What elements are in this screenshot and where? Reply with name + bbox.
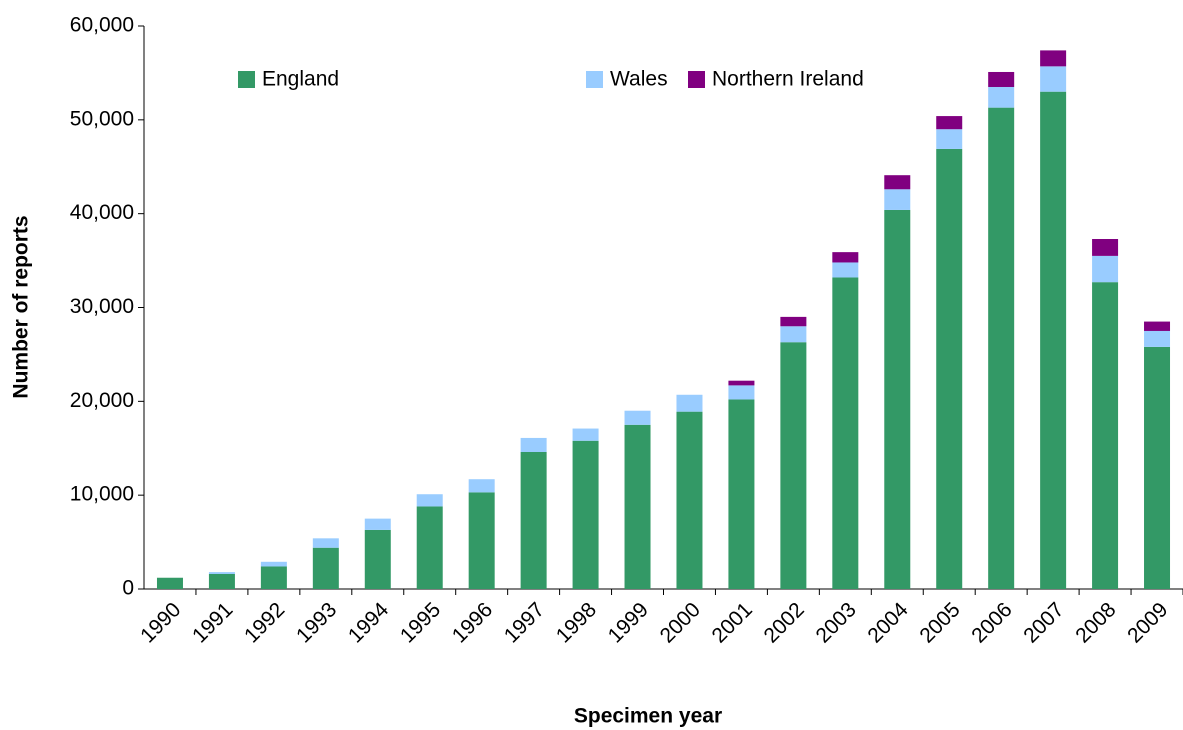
bar-segment bbox=[312, 538, 339, 548]
y-tick-label: 10,000 bbox=[70, 483, 134, 506]
bar-segment bbox=[624, 424, 651, 589]
y-tick-label: 20,000 bbox=[70, 389, 134, 412]
bar-segment bbox=[936, 116, 963, 130]
bar-segment bbox=[312, 547, 339, 589]
x-tick-label: 2006 bbox=[967, 598, 1016, 647]
y-tick-label: 40,000 bbox=[70, 201, 134, 224]
bar-segment bbox=[780, 326, 807, 343]
x-tick-label: 2009 bbox=[1123, 598, 1172, 647]
x-tick-label: 1997 bbox=[500, 598, 549, 647]
y-axis-title: Number of reports bbox=[10, 215, 33, 398]
bar-segment bbox=[624, 410, 651, 425]
bar-segment bbox=[208, 573, 235, 589]
bar-segment bbox=[1040, 50, 1067, 67]
bar-segment bbox=[468, 479, 495, 493]
bar-segment bbox=[676, 411, 703, 589]
bar-segment bbox=[988, 107, 1015, 589]
x-tick-label: 2005 bbox=[915, 598, 964, 647]
x-tick-label: 1991 bbox=[188, 598, 237, 647]
bar-segment bbox=[520, 452, 547, 589]
bar-segment bbox=[884, 175, 911, 190]
bar-segment bbox=[572, 428, 599, 441]
bar-segment bbox=[832, 262, 859, 278]
bar-segment bbox=[780, 342, 807, 589]
x-tick-label: 1990 bbox=[136, 598, 185, 647]
x-axis-title: Specimen year bbox=[574, 705, 722, 728]
bar-segment bbox=[1092, 282, 1119, 589]
bar-segment bbox=[1040, 66, 1067, 92]
bar-segment bbox=[728, 380, 755, 386]
y-tick-label: 60,000 bbox=[70, 14, 134, 37]
bar-segment bbox=[208, 572, 235, 574]
bar-segment bbox=[1040, 91, 1067, 589]
bar-segment bbox=[1144, 346, 1171, 589]
bar-segment bbox=[364, 518, 391, 530]
y-tick-label: 0 bbox=[122, 577, 134, 600]
x-tick-label: 1998 bbox=[552, 598, 601, 647]
x-tick-label: 1999 bbox=[604, 598, 653, 647]
bar-segment bbox=[728, 385, 755, 400]
bar-segment bbox=[468, 492, 495, 589]
bar-segment bbox=[572, 440, 599, 589]
x-tick-label: 1992 bbox=[240, 598, 289, 647]
x-tick-label: 2004 bbox=[863, 598, 913, 648]
x-tick-label: 1995 bbox=[396, 598, 445, 647]
bar-segment bbox=[936, 148, 963, 589]
x-tick-label: 2002 bbox=[760, 598, 809, 647]
bar-segment bbox=[676, 394, 703, 412]
bar-segment bbox=[832, 252, 859, 263]
bar-segment bbox=[1144, 321, 1171, 331]
bar-segment bbox=[884, 189, 911, 210]
bar-segment bbox=[988, 71, 1015, 87]
y-tick-label: 30,000 bbox=[70, 295, 134, 318]
bar-segment bbox=[1092, 239, 1119, 256]
bar-segment bbox=[832, 277, 859, 589]
x-tick-label: 1996 bbox=[448, 598, 497, 647]
bar-segment bbox=[988, 86, 1015, 108]
legend-label: Northern Ireland bbox=[712, 68, 864, 91]
x-tick-label: 1993 bbox=[292, 598, 341, 647]
bar-segment bbox=[520, 437, 547, 453]
bar-segment bbox=[364, 529, 391, 589]
legend-label: England bbox=[262, 68, 339, 91]
bar-segment bbox=[1144, 330, 1171, 347]
bar-segment bbox=[936, 129, 963, 149]
bar-segment bbox=[156, 577, 183, 589]
legend-swatch bbox=[238, 71, 255, 88]
x-tick-label: 2000 bbox=[656, 598, 705, 647]
legend-swatch bbox=[586, 71, 603, 88]
x-tick-label: 2003 bbox=[811, 598, 860, 647]
bar-segment bbox=[728, 399, 755, 589]
legend-swatch bbox=[688, 71, 705, 88]
bar-segment bbox=[416, 506, 443, 589]
legend-label: Wales bbox=[610, 68, 668, 91]
x-tick-label: 1994 bbox=[344, 598, 394, 648]
x-tick-label: 2007 bbox=[1019, 598, 1068, 647]
bar-segment bbox=[260, 566, 287, 589]
bar-segment bbox=[780, 316, 807, 327]
x-tick-label: 2008 bbox=[1071, 598, 1120, 647]
bar-segment bbox=[260, 561, 287, 567]
y-tick-label: 50,000 bbox=[70, 107, 134, 130]
x-tick-label: 2001 bbox=[708, 598, 757, 647]
bar-segment bbox=[416, 494, 443, 507]
bar-segment bbox=[1092, 255, 1119, 283]
bar-segment bbox=[884, 209, 911, 589]
